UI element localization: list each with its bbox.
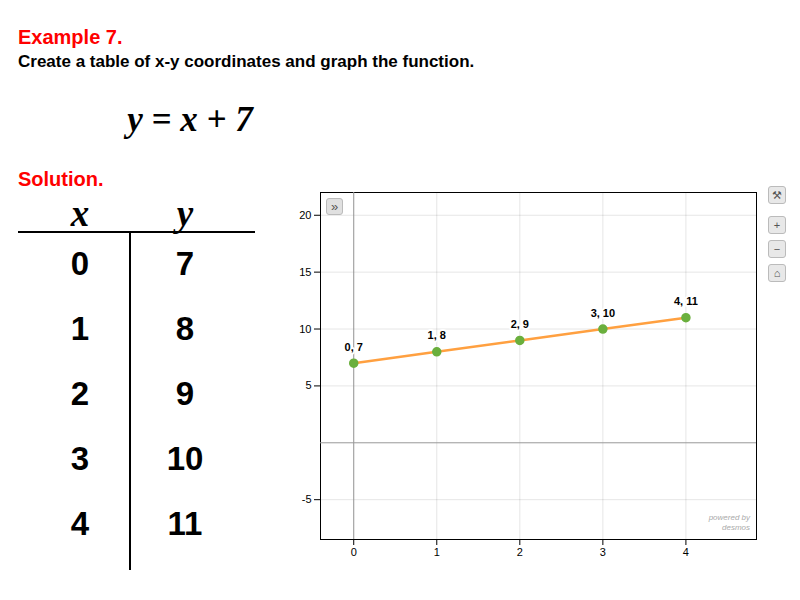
html-text:Create a table of x-y coordina: Create a table of x-y coordinates and gr… xyxy=(18,52,475,71)
html-text:2: 2 xyxy=(70,375,90,412)
svg-text:2: 2 xyxy=(517,546,523,558)
html-text:10: 10 xyxy=(166,440,204,477)
html-text:powered by: powered by xyxy=(708,513,750,522)
html-text:Solution.: Solution. xyxy=(18,168,104,190)
html-text:Example 7.: Example 7. xyxy=(18,26,123,48)
html-text:4: 4 xyxy=(70,505,90,542)
html-text:11: 11 xyxy=(167,505,203,542)
html-text:8: 8 xyxy=(175,310,195,347)
svg-text:-5: -5 xyxy=(302,493,312,505)
html-text:1: 1 xyxy=(70,310,90,347)
svg-text:4: 4 xyxy=(683,546,689,558)
svg-text:3, 10: 3, 10 xyxy=(591,307,615,319)
svg-text:4, 11: 4, 11 xyxy=(674,295,698,307)
svg-text:15: 15 xyxy=(299,266,311,278)
html-text:y = x + 7: y = x + 7 xyxy=(127,100,253,139)
svg-text:3: 3 xyxy=(600,546,606,558)
html-text:x: x xyxy=(70,193,90,234)
svg-text:1: 1 xyxy=(434,546,440,558)
html-text:9: 9 xyxy=(175,375,195,412)
html-text:3: 3 xyxy=(70,440,90,477)
html-text:desmos: desmos xyxy=(722,523,750,532)
html-text:y: y xyxy=(176,193,194,234)
html-text:7: 7 xyxy=(175,245,195,282)
svg-text:0, 7: 0, 7 xyxy=(345,341,363,353)
svg-text:2, 9: 2, 9 xyxy=(511,318,529,330)
html-text:0: 0 xyxy=(70,245,90,282)
svg-text:0: 0 xyxy=(351,546,357,558)
svg-text:20: 20 xyxy=(299,209,311,221)
svg-text:10: 10 xyxy=(299,323,311,335)
svg-text:5: 5 xyxy=(305,379,311,391)
svg-text:1, 8: 1, 8 xyxy=(428,329,446,341)
